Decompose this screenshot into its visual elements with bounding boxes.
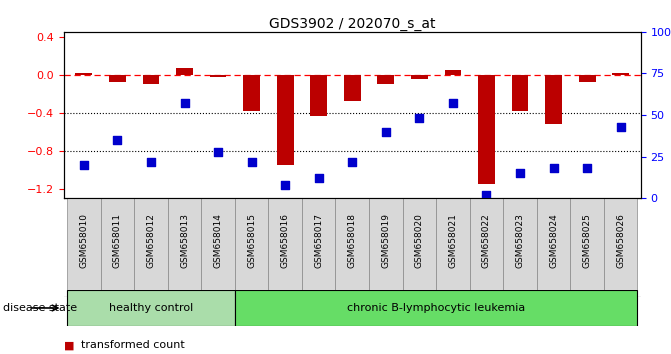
Text: chronic B-lymphocytic leukemia: chronic B-lymphocytic leukemia	[347, 303, 525, 313]
Bar	[570, 198, 604, 297]
Point	[615, 124, 626, 130]
Bar	[67, 290, 235, 326]
Bar	[436, 198, 470, 297]
Text: GSM658014: GSM658014	[213, 213, 223, 268]
Bar	[101, 198, 134, 297]
Text: GSM658023: GSM658023	[515, 213, 525, 268]
Text: healthy control: healthy control	[109, 303, 193, 313]
Point	[582, 165, 592, 171]
Point	[112, 137, 123, 143]
Bar	[511, 75, 528, 111]
Point	[448, 101, 458, 106]
Text: disease state: disease state	[3, 303, 77, 313]
Bar	[276, 75, 293, 165]
Point	[313, 176, 324, 181]
Point	[213, 149, 223, 154]
Text: GSM658011: GSM658011	[113, 213, 122, 268]
Text: GSM658025: GSM658025	[582, 213, 592, 268]
Title: GDS3902 / 202070_s_at: GDS3902 / 202070_s_at	[269, 17, 435, 31]
Text: GSM658017: GSM658017	[314, 213, 323, 268]
Text: GSM658013: GSM658013	[180, 213, 189, 268]
Text: GSM658022: GSM658022	[482, 213, 491, 268]
Bar	[75, 73, 92, 75]
Text: GSM658020: GSM658020	[415, 213, 424, 268]
Point	[280, 182, 291, 188]
Point	[515, 171, 525, 176]
Text: GSM658018: GSM658018	[348, 213, 357, 268]
Bar	[243, 75, 260, 111]
Bar	[235, 198, 268, 297]
Bar	[142, 75, 159, 84]
Bar	[134, 198, 168, 297]
Bar	[201, 198, 235, 297]
Bar	[235, 290, 637, 326]
Bar	[209, 75, 226, 76]
Point	[414, 115, 425, 121]
Point	[481, 192, 492, 198]
Bar	[369, 198, 403, 297]
Point	[79, 162, 89, 168]
Bar	[470, 198, 503, 297]
Text: ■: ■	[64, 340, 74, 350]
Point	[146, 159, 156, 165]
Bar	[168, 198, 201, 297]
Text: GSM658021: GSM658021	[448, 213, 458, 268]
Point	[246, 159, 257, 165]
Point	[347, 159, 358, 165]
Text: transformed count: transformed count	[81, 340, 185, 350]
Text: GSM658015: GSM658015	[247, 213, 256, 268]
Bar	[344, 75, 360, 101]
Bar	[411, 75, 427, 79]
Bar	[310, 75, 327, 116]
Bar	[403, 198, 436, 297]
Text: GSM658019: GSM658019	[381, 213, 391, 268]
Text: GSM658024: GSM658024	[549, 213, 558, 268]
Bar	[302, 198, 336, 297]
Text: GSM658026: GSM658026	[616, 213, 625, 268]
Bar	[268, 198, 302, 297]
Text: GSM658016: GSM658016	[280, 213, 290, 268]
Bar	[176, 68, 193, 75]
Point	[380, 129, 391, 135]
Bar	[67, 198, 101, 297]
Bar	[444, 70, 461, 75]
Point	[548, 165, 559, 171]
Bar	[109, 75, 125, 82]
Bar	[545, 75, 562, 124]
Bar	[336, 198, 369, 297]
Bar	[612, 73, 629, 75]
Text: GSM658010: GSM658010	[79, 213, 89, 268]
Bar	[537, 198, 570, 297]
Bar	[503, 198, 537, 297]
Text: GSM658012: GSM658012	[146, 213, 156, 268]
Point	[179, 101, 190, 106]
Bar	[377, 75, 394, 84]
Bar	[578, 75, 595, 82]
Bar	[478, 75, 495, 184]
Bar	[604, 198, 637, 297]
